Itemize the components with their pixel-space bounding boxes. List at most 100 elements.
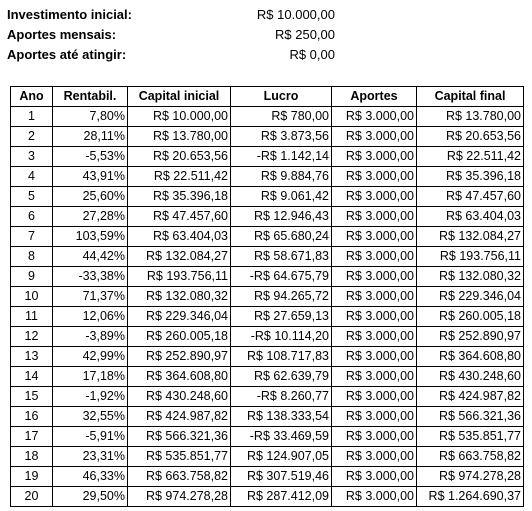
cell-initial-capital: R$ 424.987,82 bbox=[127, 406, 231, 427]
cell-initial-capital: R$ 566.321,36 bbox=[127, 426, 231, 447]
header-year: Ano bbox=[10, 86, 53, 107]
cell-return: 23,31% bbox=[52, 446, 128, 467]
table-row: 9 -33,38% R$ 193.756,11 -R$ 64.675,79 R$ 3.0… bbox=[10, 266, 524, 287]
cell-contributions: R$ 3.000,00 bbox=[331, 446, 417, 467]
cell-profit: R$ 65.680,24 bbox=[230, 226, 332, 247]
cell-initial-capital: R$ 10.000,00 bbox=[127, 106, 231, 127]
cell-initial-capital: R$ 47.457,60 bbox=[127, 206, 231, 227]
cell-year: 14 bbox=[10, 366, 53, 387]
cell-contributions: R$ 3.000,00 bbox=[331, 426, 417, 447]
cell-contributions: R$ 3.000,00 bbox=[331, 286, 417, 307]
cell-return: 32,55% bbox=[52, 406, 128, 427]
cell-year: 16 bbox=[10, 406, 53, 427]
cell-profit: R$ 307.519,46 bbox=[230, 466, 332, 487]
summary-value: R$ 10.000,00 bbox=[256, 7, 335, 22]
cell-profit: -R$ 64.675,79 bbox=[230, 266, 332, 287]
summary-label: Aportes mensais: bbox=[7, 27, 117, 42]
cell-return: 42,99% bbox=[52, 346, 128, 367]
cell-contributions: R$ 3.000,00 bbox=[331, 126, 417, 147]
cell-profit: R$ 58.671,83 bbox=[230, 246, 332, 267]
cell-return: 7,80% bbox=[52, 106, 128, 127]
table-row: 13 42,99% R$ 252.890,97 R$ 108.717,83 R$ 3.0… bbox=[10, 346, 524, 367]
cell-final-capital: R$ 424.987,82 bbox=[416, 386, 524, 407]
cell-contributions: R$ 3.000,00 bbox=[331, 406, 417, 427]
cell-contributions: R$ 3.000,00 bbox=[331, 146, 417, 167]
cell-contributions: R$ 3.000,00 bbox=[331, 226, 417, 247]
table-row: 16 32,55% R$ 424.987,82 R$ 138.333,54 R$ 3.0… bbox=[10, 406, 524, 427]
cell-final-capital: R$ 260.005,18 bbox=[416, 306, 524, 327]
cell-year: 10 bbox=[10, 286, 53, 307]
table-row: 17 -5,91% R$ 566.321,36 -R$ 33.469,59 R$ 3.0… bbox=[10, 426, 524, 447]
header-initial-capital: Capital inicial bbox=[127, 86, 231, 107]
header-return: Rentabil. bbox=[52, 86, 128, 107]
cell-initial-capital: R$ 260.005,18 bbox=[127, 326, 231, 347]
cell-initial-capital: R$ 13.780,00 bbox=[127, 126, 231, 147]
summary-value: R$ 250,00 bbox=[275, 27, 335, 42]
cell-final-capital: R$ 566.321,36 bbox=[416, 406, 524, 427]
cell-final-capital: R$ 35.396,18 bbox=[416, 166, 524, 187]
table-row: 10 71,37% R$ 132.080,32 R$ 94.265,72 R$ 3.00… bbox=[10, 286, 524, 307]
cell-year: 20 bbox=[10, 486, 53, 507]
cell-return: 27,28% bbox=[52, 206, 128, 227]
cell-initial-capital: R$ 132.080,32 bbox=[127, 286, 231, 307]
cell-contributions: R$ 3.000,00 bbox=[331, 386, 417, 407]
table-row: 2 28,11% R$ 13.780,00 R$ 3.873,56 R$ 3.000,0… bbox=[10, 126, 524, 147]
cell-profit: R$ 9.061,42 bbox=[230, 186, 332, 207]
cell-year: 8 bbox=[10, 246, 53, 267]
cell-year: 1 bbox=[10, 106, 53, 127]
cell-return: 44,42% bbox=[52, 246, 128, 267]
yearly-results-table: Ano Rentabil. Capital inicial Lucro Apor… bbox=[10, 86, 524, 507]
cell-initial-capital: R$ 132.084,27 bbox=[127, 246, 231, 267]
cell-final-capital: R$ 535.851,77 bbox=[416, 426, 524, 447]
cell-profit: R$ 62.639,79 bbox=[230, 366, 332, 387]
cell-return: 17,18% bbox=[52, 366, 128, 387]
table-row: 7 103,59% R$ 63.404,03 R$ 65.680,24 R$ 3.000… bbox=[10, 226, 524, 247]
cell-final-capital: R$ 252.890,97 bbox=[416, 326, 524, 347]
cell-return: 25,60% bbox=[52, 186, 128, 207]
cell-profit: R$ 108.717,83 bbox=[230, 346, 332, 367]
cell-contributions: R$ 3.000,00 bbox=[331, 486, 417, 507]
cell-year: 11 bbox=[10, 306, 53, 327]
cell-final-capital: R$ 13.780,00 bbox=[416, 106, 524, 127]
cell-return: -5,91% bbox=[52, 426, 128, 447]
summary-label: Aportes até atingir: bbox=[7, 47, 127, 62]
cell-final-capital: R$ 47.457,60 bbox=[416, 186, 524, 207]
cell-year: 13 bbox=[10, 346, 53, 367]
cell-initial-capital: R$ 22.511,42 bbox=[127, 166, 231, 187]
table-header-row: Ano Rentabil. Capital inicial Lucro Apor… bbox=[10, 86, 524, 107]
cell-profit: R$ 138.333,54 bbox=[230, 406, 332, 427]
summary-label: Investimento inicial: bbox=[7, 7, 132, 22]
table-row: 14 17,18% R$ 364.608,80 R$ 62.639,79 R$ 3.00… bbox=[10, 366, 524, 387]
cell-initial-capital: R$ 20.653,56 bbox=[127, 146, 231, 167]
cell-profit: -R$ 8.260,77 bbox=[230, 386, 332, 407]
cell-profit: -R$ 33.469,59 bbox=[230, 426, 332, 447]
cell-return: -33,38% bbox=[52, 266, 128, 287]
cell-initial-capital: R$ 974.278,28 bbox=[127, 486, 231, 507]
cell-initial-capital: R$ 430.248,60 bbox=[127, 386, 231, 407]
cell-initial-capital: R$ 364.608,80 bbox=[127, 366, 231, 387]
cell-profit: -R$ 10.114,20 bbox=[230, 326, 332, 347]
cell-profit: R$ 27.659,13 bbox=[230, 306, 332, 327]
cell-contributions: R$ 3.000,00 bbox=[331, 206, 417, 227]
cell-final-capital: R$ 974.278,28 bbox=[416, 466, 524, 487]
cell-final-capital: R$ 193.756,11 bbox=[416, 246, 524, 267]
cell-final-capital: R$ 20.653,56 bbox=[416, 126, 524, 147]
table-row: 11 12,06% R$ 229.346,04 R$ 27.659,13 R$ 3.00… bbox=[10, 306, 524, 327]
cell-profit: R$ 780,00 bbox=[230, 106, 332, 127]
cell-initial-capital: R$ 663.758,82 bbox=[127, 466, 231, 487]
cell-return: 28,11% bbox=[52, 126, 128, 147]
table-row: 12 -3,89% R$ 260.005,18 -R$ 10.114,20 R$ 3.0… bbox=[10, 326, 524, 347]
cell-contributions: R$ 3.000,00 bbox=[331, 346, 417, 367]
cell-profit: R$ 9.884,76 bbox=[230, 166, 332, 187]
cell-final-capital: R$ 430.248,60 bbox=[416, 366, 524, 387]
cell-year: 3 bbox=[10, 146, 53, 167]
cell-return: 71,37% bbox=[52, 286, 128, 307]
cell-contributions: R$ 3.000,00 bbox=[331, 306, 417, 327]
cell-final-capital: R$ 22.511,42 bbox=[416, 146, 524, 167]
cell-return: -3,89% bbox=[52, 326, 128, 347]
cell-year: 18 bbox=[10, 446, 53, 467]
table-row: 20 29,50% R$ 974.278,28 R$ 287.412,09 R$ 3.0… bbox=[10, 486, 524, 507]
table-row: 3 -5,53% R$ 20.653,56 -R$ 1.142,14 R$ 3.000,… bbox=[10, 146, 524, 167]
cell-profit: R$ 3.873,56 bbox=[230, 126, 332, 147]
cell-year: 19 bbox=[10, 466, 53, 487]
